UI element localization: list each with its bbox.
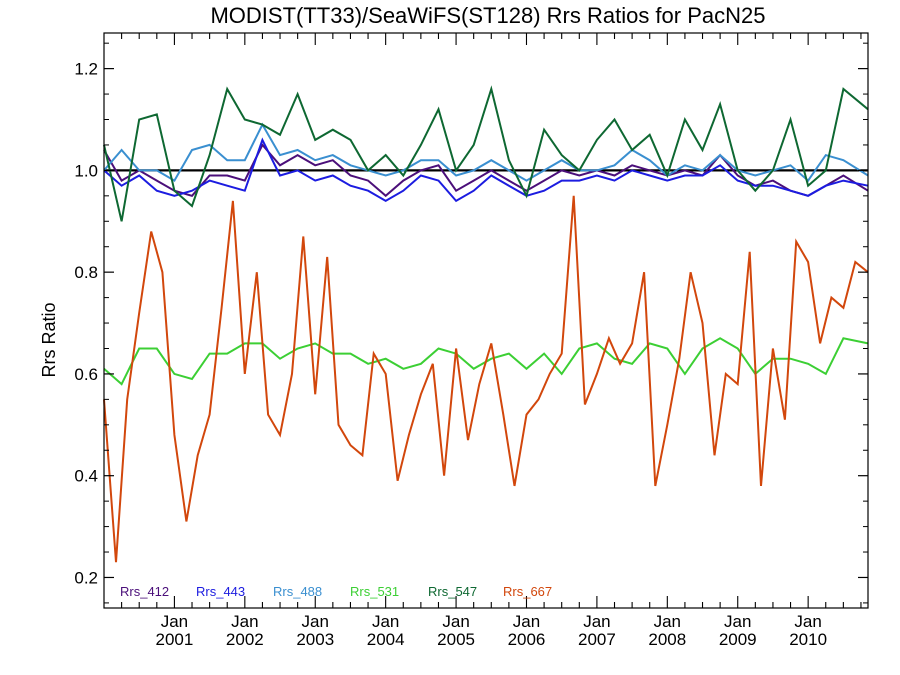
x-tick-label-year: 2004 <box>367 630 405 649</box>
x-tick-label-month: Jan <box>583 612 610 631</box>
x-tick-label-month: Jan <box>372 612 399 631</box>
y-tick-label: 0.6 <box>74 365 98 384</box>
x-tick-label-year: 2008 <box>648 630 686 649</box>
x-tick-label-month: Jan <box>161 612 188 631</box>
series-line-rrs-547 <box>103 85 869 222</box>
y-tick-label: 1.2 <box>74 60 98 79</box>
x-tick-label-month: Jan <box>231 612 258 631</box>
legend: Rrs_412 Rrs_443 Rrs_488 Rrs_531 Rrs_547 Rrs_6… <box>120 584 552 599</box>
x-tick-label-year: 2010 <box>789 630 827 649</box>
legend-entry: Rrs_531 <box>350 584 399 599</box>
x-tick-label-month: Jan <box>724 612 751 631</box>
y-tick-label: 0.2 <box>74 568 98 587</box>
x-tick-label-year: 2007 <box>578 630 616 649</box>
x-tick-label-year: 2009 <box>719 630 757 649</box>
y-tick-label: 1.0 <box>74 161 98 180</box>
legend-entry: Rrs_488 <box>273 584 322 599</box>
x-tick-label-month: Jan <box>654 612 681 631</box>
x-tick-label-month: Jan <box>302 612 329 631</box>
legend-entry: Rrs_443 <box>196 584 245 599</box>
x-tick-label-year: 2005 <box>437 630 475 649</box>
x-tick-label-year: 2002 <box>226 630 264 649</box>
y-tick-label: 0.4 <box>74 467 98 486</box>
series-line-rrs-667 <box>103 195 869 563</box>
x-tick-label-year: 2006 <box>508 630 546 649</box>
legend-entry: Rrs_667 <box>503 584 552 599</box>
y-tick-label: 0.8 <box>74 263 98 282</box>
series-line-rrs-488 <box>103 122 869 183</box>
x-tick-label-month: Jan <box>513 612 540 631</box>
x-tick-label-month: Jan <box>442 612 469 631</box>
x-tick-label-year: 2003 <box>296 630 334 649</box>
series-line-rrs-443 <box>103 137 869 203</box>
series-line-rrs-412 <box>103 143 869 198</box>
axis-layer: 0.20.40.60.81.01.2Jan2001Jan2002Jan2003J… <box>74 32 869 649</box>
x-tick-label-year: 2001 <box>156 630 194 649</box>
chart-title: MODIST(TT33)/SeaWiFS(ST128) Rrs Ratios f… <box>210 3 765 28</box>
series-layer <box>103 85 869 563</box>
legend-entry: Rrs_547 <box>428 584 477 599</box>
legend-entry: Rrs_412 <box>120 584 169 599</box>
plot-frame <box>103 32 869 609</box>
series-line-rrs-531 <box>103 337 869 386</box>
x-tick-label-month: Jan <box>794 612 821 631</box>
y-axis-label: Rrs Ratio <box>39 302 59 377</box>
